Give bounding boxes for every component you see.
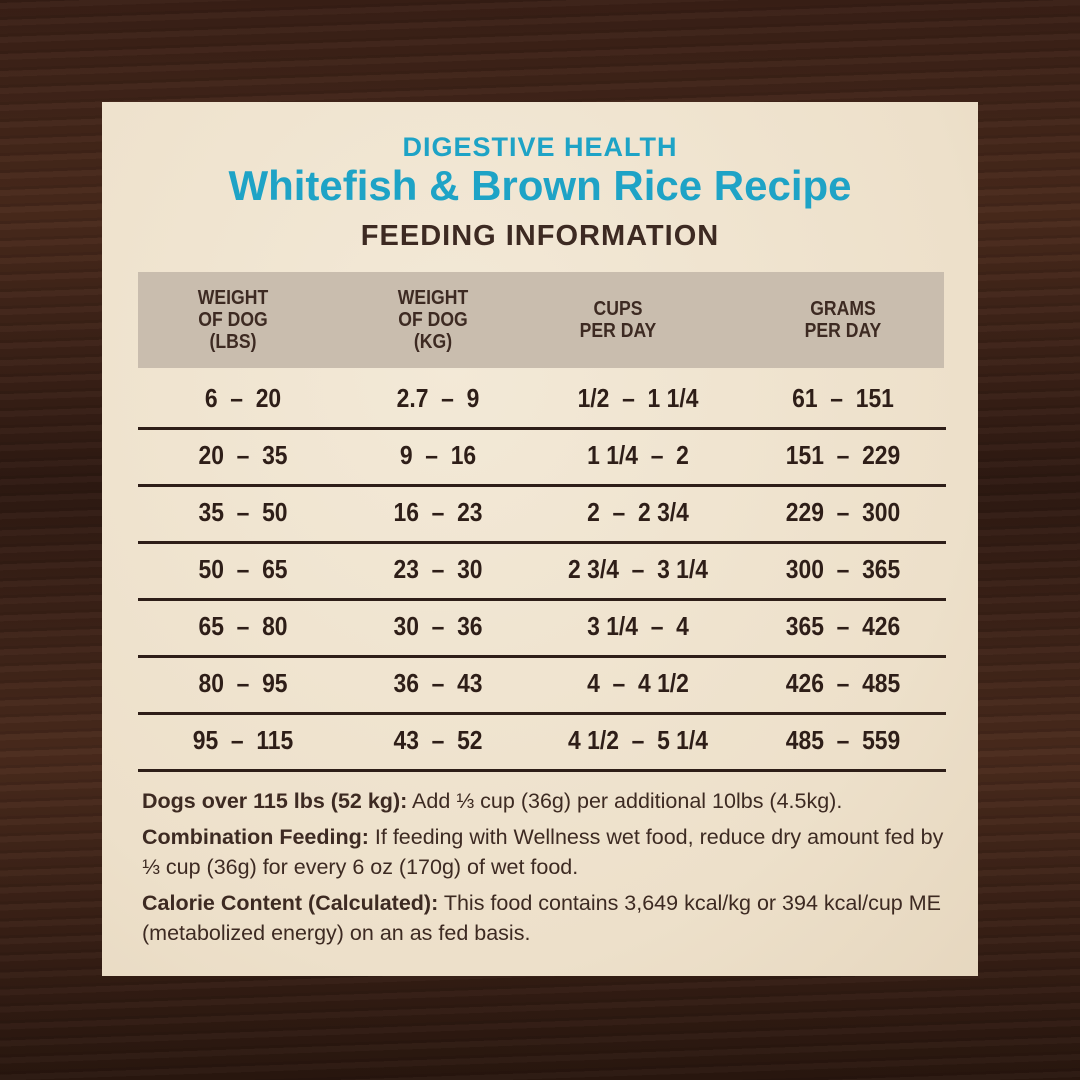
table-row: 80 – 95 36 – 43 4 – 4 1/2 426 – 485	[138, 655, 946, 715]
feeding-notes: Dogs over 115 lbs (52 kg): Add ⅓ cup (36…	[142, 786, 952, 954]
table-cell: 365 – 426	[785, 611, 901, 641]
table-cell: 2.7 – 9	[396, 383, 480, 413]
feeding-info-card: DIGESTIVE HEALTH Whitefish & Brown Rice …	[102, 102, 978, 976]
note-calorie-content: Calorie Content (Calculated): This food …	[142, 888, 952, 948]
table-cell: 9 – 16	[399, 440, 477, 470]
product-line: DIGESTIVE HEALTH	[402, 132, 678, 162]
column-header-grams: GRAMS PER DAY	[804, 298, 882, 342]
table-cell: 6 – 20	[204, 383, 282, 413]
note-combination-feeding: Combination Feeding: If feeding with Wel…	[142, 822, 952, 882]
note-text: Add ⅓ cup (36g) per additional 10lbs (4.…	[407, 789, 843, 813]
table-cell: 61 – 151	[792, 383, 894, 413]
table-row: 65 – 80 30 – 36 3 1/4 – 4 365 – 426	[138, 598, 946, 658]
table-cell: 1/2 – 1 1/4	[577, 383, 699, 413]
table-cell: 16 – 23	[393, 497, 483, 527]
table-cell: 4 – 4 1/2	[587, 668, 689, 698]
table-row: 50 – 65 23 – 30 2 3/4 – 3 1/4 300 – 365	[138, 541, 946, 601]
table-cell: 30 – 36	[393, 611, 483, 641]
note-large-dogs: Dogs over 115 lbs (52 kg): Add ⅓ cup (36…	[142, 786, 952, 816]
table-cell: 23 – 30	[393, 554, 483, 584]
column-header-cups: CUPS PER DAY	[579, 298, 657, 342]
table-cell: 65 – 80	[198, 611, 288, 641]
table-cell: 3 1/4 – 4	[587, 611, 689, 641]
table-cell: 4 1/2 – 5 1/4	[568, 725, 708, 755]
table-cell: 485 – 559	[785, 725, 901, 755]
table-row: 95 – 115 43 – 52 4 1/2 – 5 1/4 485 – 559	[138, 712, 946, 772]
table-cell: 2 3/4 – 3 1/4	[568, 554, 708, 584]
table-cell: 50 – 65	[198, 554, 288, 584]
table-cell: 20 – 35	[198, 440, 288, 470]
note-label: Dogs over 115 lbs (52 kg):	[142, 789, 408, 813]
table-header: WEIGHT OF DOG (LBS) WEIGHT OF DOG (KG) C…	[138, 272, 944, 368]
table-cell: 35 – 50	[198, 497, 288, 527]
table-row: 20 – 35 9 – 16 1 1/4 – 2 151 – 229	[138, 427, 946, 487]
table-cell: 43 – 52	[393, 725, 483, 755]
table-row: 35 – 50 16 – 23 2 – 2 3/4 229 – 300	[138, 484, 946, 544]
note-label: Calorie Content (Calculated):	[142, 891, 439, 915]
table-cell: 1 1/4 – 2	[587, 440, 689, 470]
product-title: Whitefish & Brown Rice Recipe	[228, 162, 852, 209]
note-label: Combination Feeding:	[142, 825, 369, 849]
note-text: If feeding with Wellness wet food, reduc…	[142, 825, 944, 879]
table-cell: 80 – 95	[198, 668, 288, 698]
table-row: 6 – 20 2.7 – 9 1/2 – 1 1/4 61 – 151	[138, 370, 946, 430]
note-text: This food contains 3,649 kcal/kg or 394 …	[142, 891, 941, 945]
table-cell: 36 – 43	[393, 668, 483, 698]
table-cell: 229 – 300	[785, 497, 901, 527]
column-header-lbs: WEIGHT OF DOG (LBS)	[197, 287, 269, 353]
section-heading: FEEDING INFORMATION	[360, 220, 720, 252]
table-cell: 95 – 115	[192, 725, 294, 755]
table-cell: 2 – 2 3/4	[587, 497, 689, 527]
column-header-kg: WEIGHT OF DOG (KG)	[397, 287, 469, 353]
table-cell: 426 – 485	[785, 668, 901, 698]
table-cell: 151 – 229	[785, 440, 901, 470]
table-cell: 300 – 365	[785, 554, 901, 584]
